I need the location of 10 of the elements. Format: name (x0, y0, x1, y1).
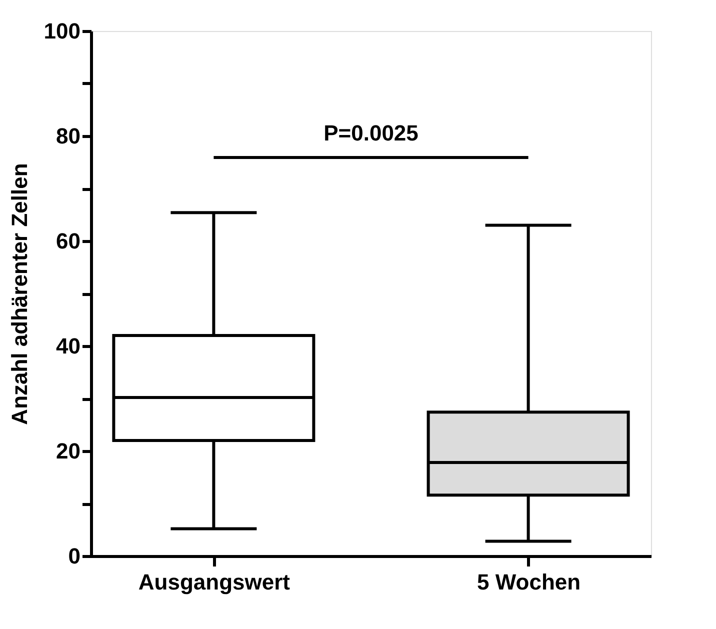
y-tick-label: 20 (56, 438, 80, 464)
y-tick-label: 60 (56, 228, 80, 254)
y-tick-label: 80 (56, 124, 80, 148)
x-tick-label: Ausgangswert (138, 570, 291, 594)
x-tick-label: 5 Wochen (477, 570, 581, 594)
y-tick-label: 0 (68, 544, 80, 568)
y-tick-label: 40 (56, 334, 80, 358)
annotation: P=0.0025 (324, 120, 418, 146)
y-tick-label: 100 (44, 18, 80, 44)
y-axis-title: Anzahl adhärenter Zellen (6, 163, 32, 425)
